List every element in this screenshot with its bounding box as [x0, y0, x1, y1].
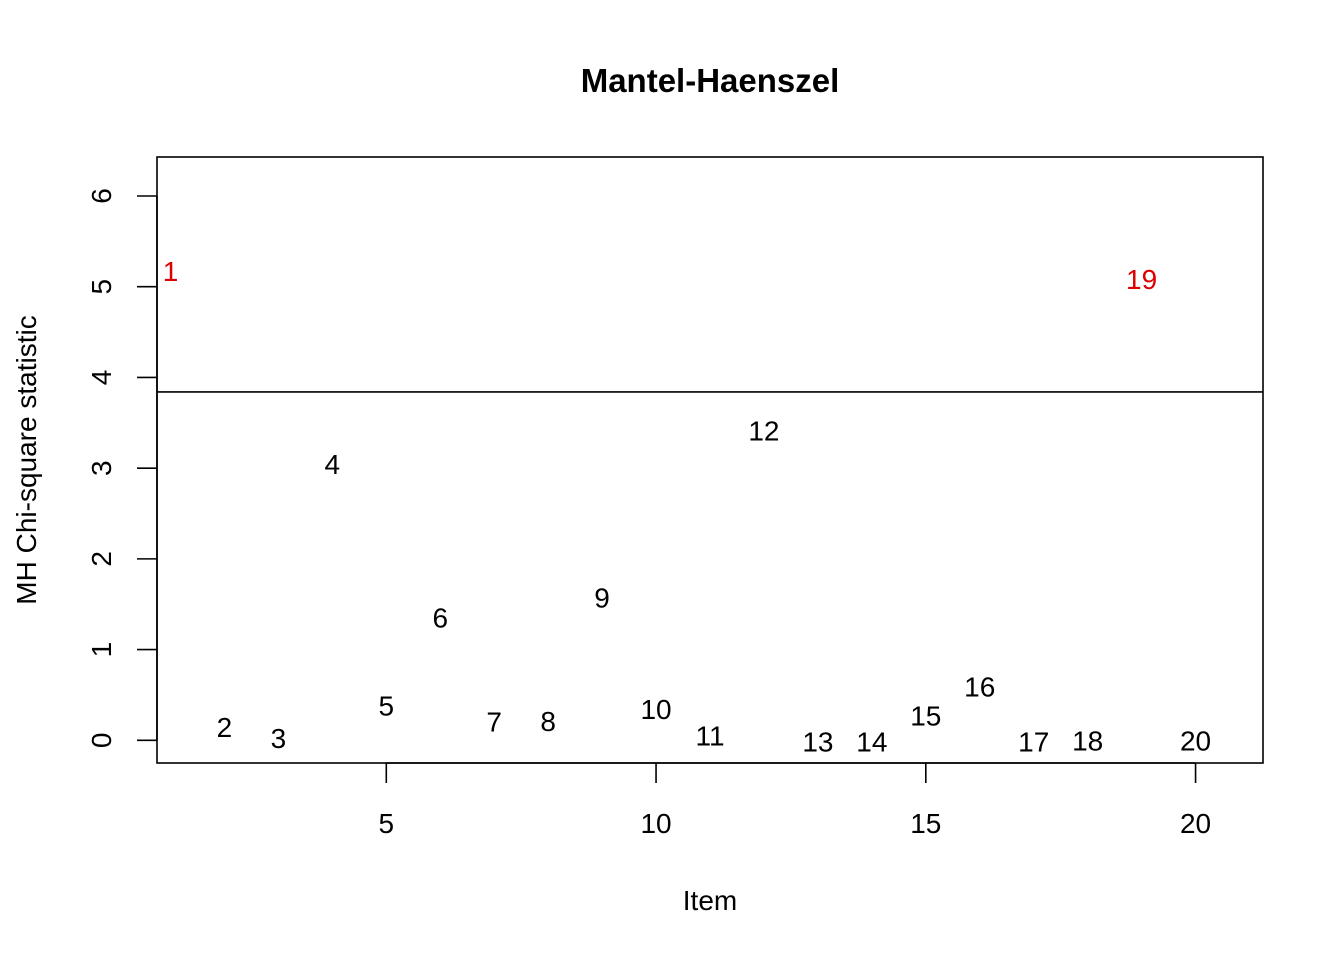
point-label-18: 18 [1072, 726, 1103, 757]
x-tick-label: 15 [910, 808, 941, 839]
point-label-5: 5 [379, 690, 395, 721]
x-axis-label: Item [683, 885, 737, 916]
x-axis-ticks: 5 10 15 20 [379, 763, 1211, 839]
point-label-16: 16 [964, 671, 995, 702]
point-label-11: 11 [695, 720, 724, 751]
y-tick-label: 3 [86, 460, 117, 476]
point-label-8: 8 [540, 706, 556, 737]
y-tick-label: 1 [86, 642, 117, 658]
point-label-2: 2 [217, 712, 233, 743]
y-axis-ticks: 0 1 2 3 4 5 6 [86, 188, 157, 748]
x-tick-label: 20 [1180, 808, 1211, 839]
x-tick-label: 10 [640, 808, 671, 839]
point-label-6: 6 [432, 602, 448, 633]
y-tick-label: 2 [86, 551, 117, 567]
plot-frame [156, 156, 1264, 764]
y-tick-label: 0 [86, 733, 117, 749]
point-label-7: 7 [486, 707, 502, 738]
point-label-19: 19 [1126, 264, 1157, 295]
y-tick-label: 5 [86, 279, 117, 295]
point-label-14: 14 [856, 727, 887, 758]
point-label-10: 10 [640, 694, 671, 725]
x-tick-label: 5 [379, 808, 395, 839]
point-label-13: 13 [802, 727, 833, 758]
point-label-9: 9 [594, 582, 610, 613]
y-tick-label: 4 [86, 370, 117, 386]
point-label-12: 12 [748, 415, 779, 446]
y-tick-label: 6 [86, 188, 117, 204]
point-label-4: 4 [325, 449, 341, 480]
point-label-17: 17 [1018, 727, 1049, 758]
y-axis-label: MH Chi-square statistic [11, 315, 42, 604]
point-label-1: 1 [163, 256, 179, 287]
point-label-15: 15 [910, 700, 941, 731]
chart-title: Mantel-Haenszel [581, 62, 840, 99]
point-label-20: 20 [1180, 726, 1211, 757]
point-label-3: 3 [271, 723, 287, 754]
